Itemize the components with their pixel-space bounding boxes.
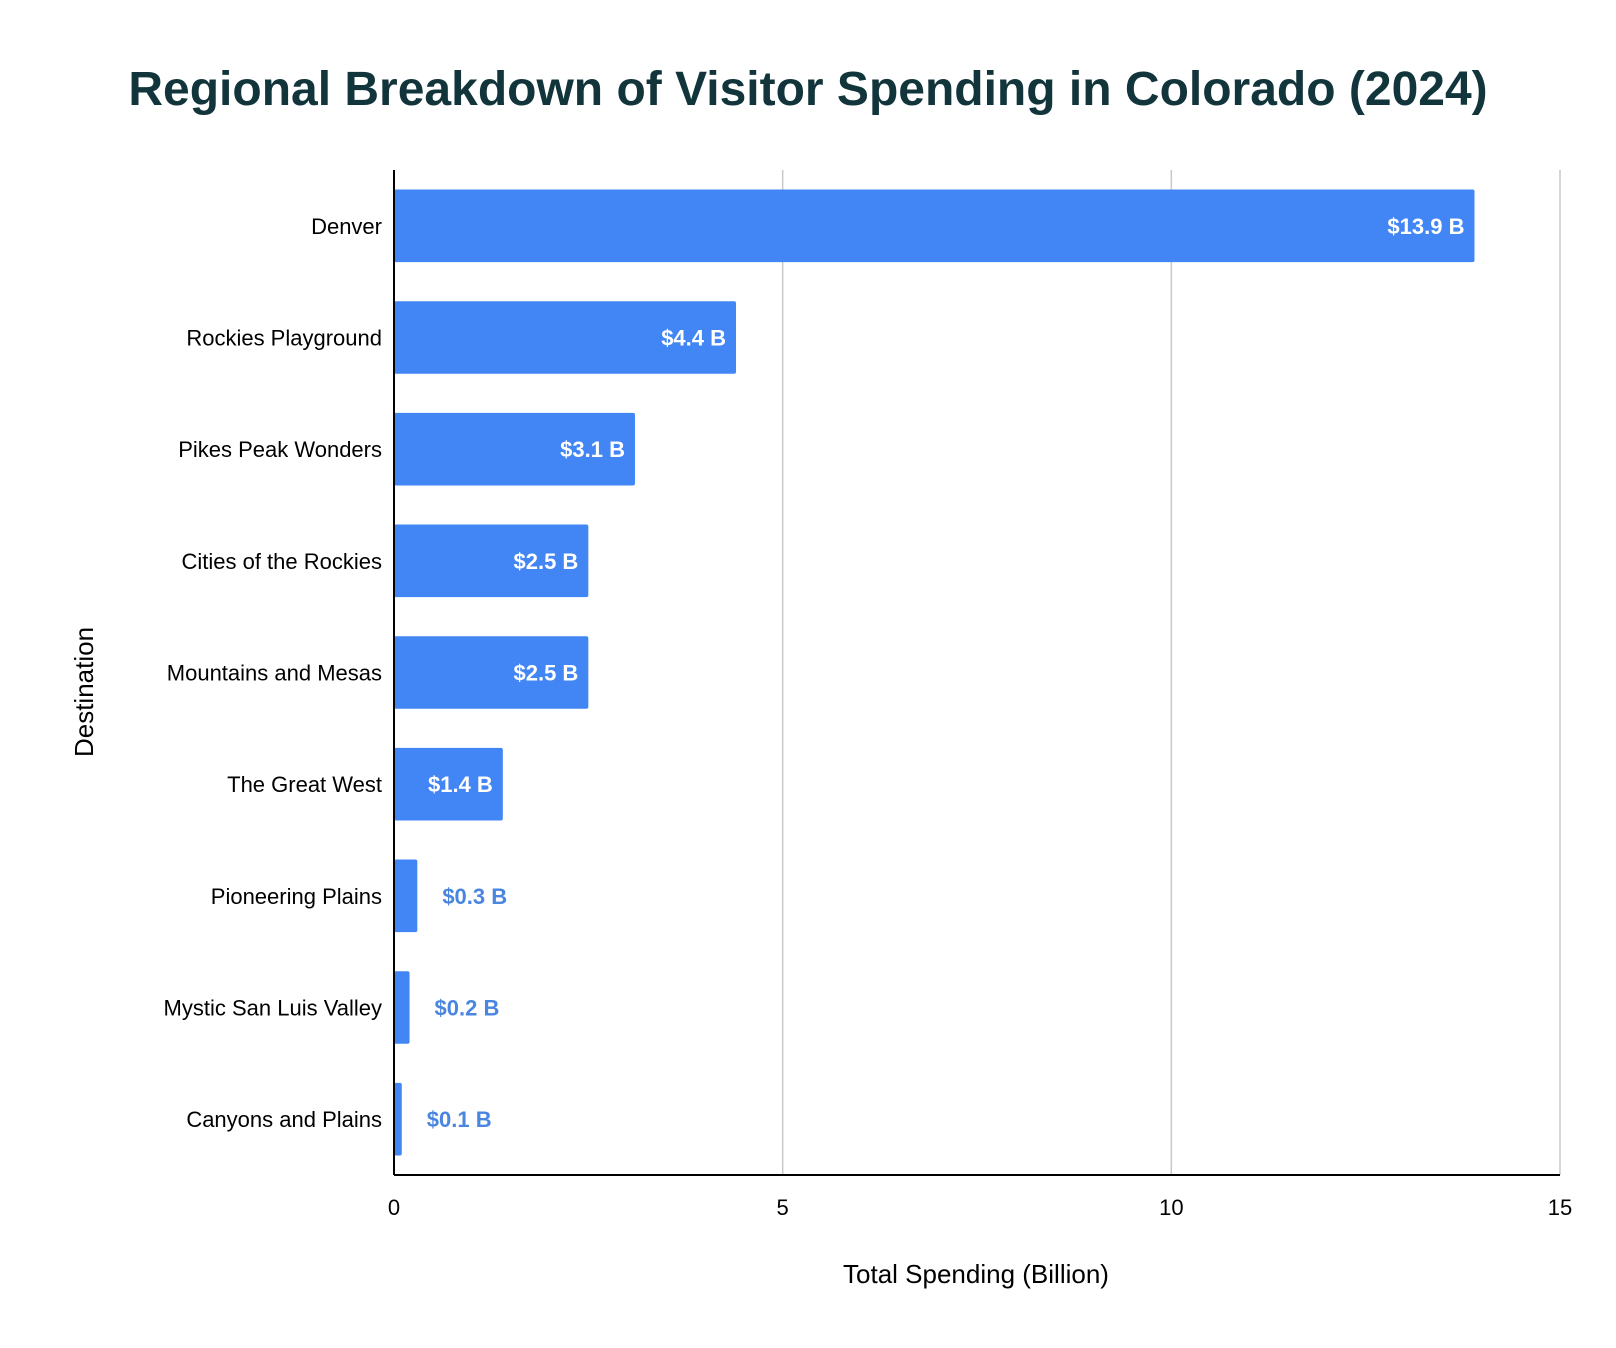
bar-rockies-playground (394, 301, 737, 374)
data-label: $3.1 B (560, 437, 625, 462)
data-label: $0.2 B (435, 996, 500, 1021)
category-label: Pikes Peak Wonders (178, 437, 382, 462)
bar-mystic-san-luis-valley (394, 971, 410, 1044)
category-label: Cities of the Rockies (181, 549, 382, 574)
bar-the-great-west (394, 747, 503, 821)
category-label: Pioneering Plains (211, 884, 382, 909)
data-label: $0.3 B (442, 884, 507, 909)
data-label: $2.5 B (514, 549, 579, 574)
bar-denver (394, 189, 1475, 263)
data-label: $0.1 B (427, 1107, 492, 1132)
category-label: The Great West (227, 772, 382, 797)
chart-title: Regional Breakdown of Visitor Spending i… (128, 63, 1488, 116)
data-label: $4.4 B (661, 326, 726, 351)
bar-pikes-peak-wonders (394, 412, 635, 486)
x-tick-label: 5 (777, 1195, 789, 1220)
labels: 0 5 10 15 Denver $13.9 B Rockies Playground $4.… (164, 214, 1573, 1220)
bar-cities-of-the-rockies (394, 524, 589, 598)
bar-pioneering-plains (394, 859, 418, 933)
bar-mountains-and-mesas (394, 636, 589, 709)
category-label: Mountains and Mesas (167, 661, 382, 686)
data-label: $1.4 B (428, 772, 493, 797)
category-label: Rockies Playground (186, 326, 382, 351)
x-axis-title: Total Spending (Billion) (843, 1259, 1109, 1289)
category-label: Mystic San Luis Valley (164, 996, 382, 1021)
category-label: Canyons and Plains (186, 1107, 382, 1132)
x-tick-label: 15 (1548, 1195, 1572, 1220)
bar-canyons-and-plains (394, 1082, 402, 1156)
axes (393, 170, 1560, 1176)
x-tick-label: 10 (1159, 1195, 1183, 1220)
category-label: Denver (311, 214, 382, 239)
gridlines (781, 170, 1561, 1175)
x-tick-label: 0 (388, 1195, 400, 1220)
y-axis-title: Destination (69, 627, 99, 757)
bars (394, 189, 1475, 1156)
data-label: $13.9 B (1387, 214, 1464, 239)
data-label: $2.5 B (514, 661, 579, 686)
